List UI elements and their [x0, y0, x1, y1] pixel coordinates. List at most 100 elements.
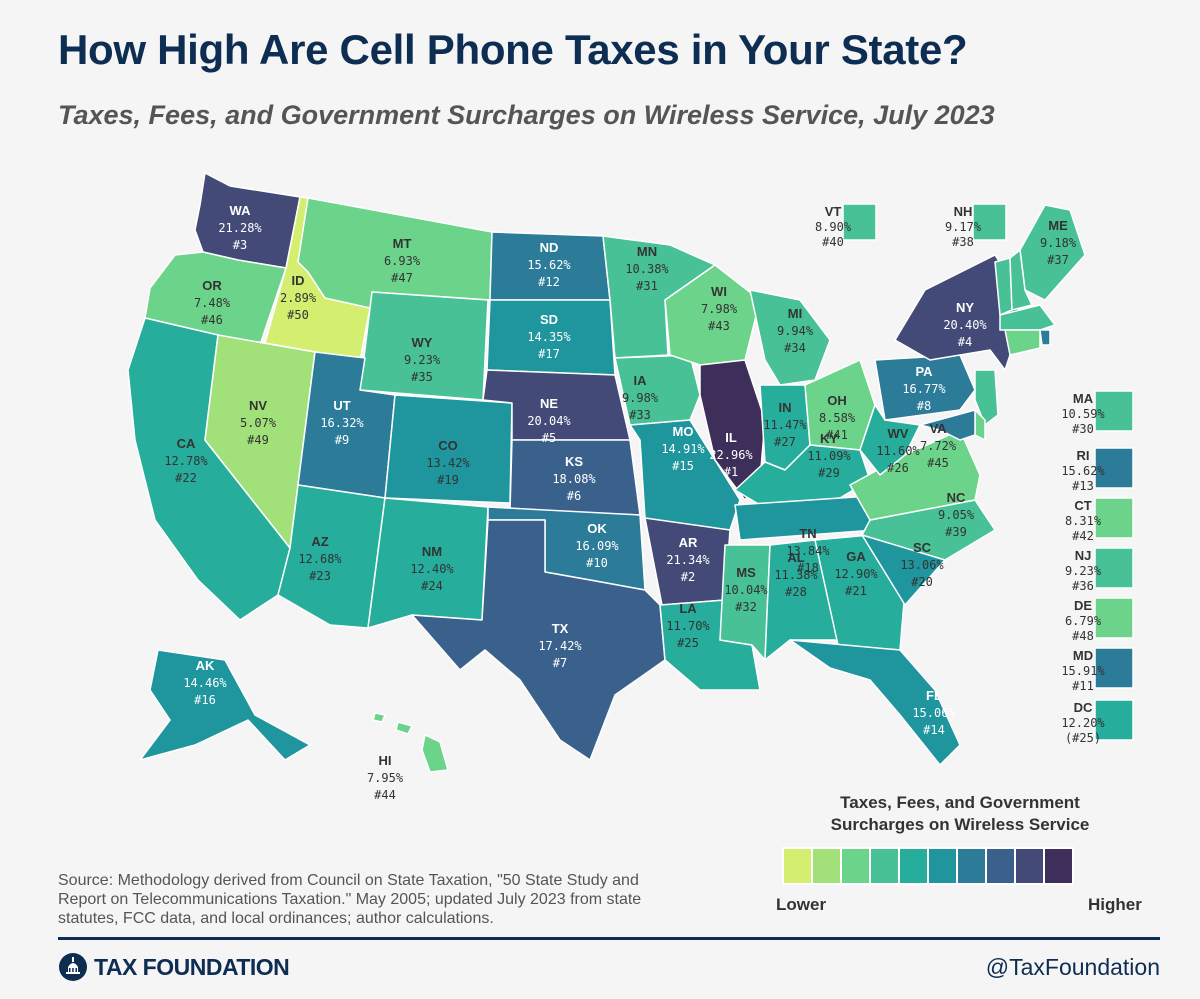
state-rank-nd: #12	[538, 275, 560, 289]
state-label-hi: HI	[379, 753, 392, 768]
state-rate-mt: 6.93%	[384, 254, 421, 268]
state-label-ky: KY	[820, 431, 838, 446]
inset-rank-vt: #40	[822, 235, 844, 249]
inset-box-md[interactable]	[1094, 647, 1134, 689]
state-tx[interactable]	[411, 519, 666, 761]
state-fl[interactable]	[789, 639, 961, 766]
state-nh[interactable]	[1009, 249, 1033, 311]
state-ma[interactable]	[999, 304, 1056, 331]
state-label-nc: NC	[947, 490, 966, 505]
inset-rate-dc: 12.20%	[1061, 716, 1105, 730]
state-rank-wa: #3	[233, 238, 247, 252]
state-label-tn: TN	[799, 526, 816, 541]
inset-label-ri: RI	[1077, 448, 1090, 463]
legend-swatch-5	[898, 847, 929, 885]
state-label-in: IN	[779, 400, 792, 415]
inset-box-nh[interactable]	[972, 203, 1007, 241]
state-rate-sd: 14.35%	[527, 330, 571, 344]
state-label-va: VA	[929, 421, 947, 436]
state-rank-mt: #47	[391, 271, 413, 285]
state-rate-sc: 13.06%	[900, 558, 944, 572]
legend-swatch-4	[869, 847, 900, 885]
state-label-la: LA	[679, 601, 697, 616]
inset-box-ct[interactable]	[1094, 497, 1134, 539]
state-rank-fl: #14	[923, 723, 945, 737]
state-rank-va: #45	[927, 456, 949, 470]
state-ia[interactable]	[614, 354, 701, 426]
inset-rate-nh: 9.17%	[945, 220, 982, 234]
state-rate-nv: 5.07%	[240, 416, 277, 430]
state-rate-la: 11.70%	[666, 619, 710, 633]
state-rate-nd: 15.62%	[527, 258, 571, 272]
inset-label-ct: CT	[1074, 498, 1091, 513]
footer-divider	[58, 937, 1160, 940]
state-rank-ar: #2	[681, 570, 695, 584]
state-mn[interactable]	[602, 235, 716, 359]
state-rank-mn: #31	[636, 279, 658, 293]
state-rank-ny: #4	[958, 335, 972, 349]
state-label-or: OR	[202, 278, 222, 293]
state-rate-or: 7.48%	[194, 296, 231, 310]
state-rate-ca: 12.78%	[164, 454, 208, 468]
inset-box-dc[interactable]	[1094, 699, 1134, 741]
state-rank-wv: #26	[887, 461, 909, 475]
state-rate-ok: 16.09%	[575, 539, 619, 553]
state-rate-tx: 17.42%	[538, 639, 582, 653]
state-label-tx: TX	[552, 621, 569, 636]
state-hi[interactable]	[372, 712, 449, 773]
legend-swatch-1	[782, 847, 813, 885]
state-label-mi: MI	[788, 306, 802, 321]
inset-rank-de: #48	[1072, 629, 1094, 643]
state-rank-ga: #21	[845, 584, 867, 598]
state-rank-sd: #17	[538, 347, 560, 361]
state-ak[interactable]	[139, 649, 311, 761]
inset-rate-de: 6.79%	[1065, 614, 1102, 628]
inset-box-de[interactable]	[1094, 597, 1134, 639]
inset-box-ma[interactable]	[1094, 390, 1134, 432]
state-label-wa: WA	[230, 203, 252, 218]
state-al[interactable]	[764, 539, 839, 661]
inset-rank-nj: #36	[1072, 579, 1094, 593]
twitter-handle[interactable]: @TaxFoundation	[985, 954, 1160, 980]
state-ct[interactable]	[1004, 329, 1041, 356]
state-label-ia: IA	[634, 373, 648, 388]
state-mt[interactable]	[297, 197, 493, 309]
inset-label-md: MD	[1073, 648, 1093, 663]
legend-swatch-8	[985, 847, 1016, 885]
legend-swatch-10	[1043, 847, 1074, 885]
inset-box-vt[interactable]	[842, 203, 877, 241]
legend-swatch-2	[811, 847, 842, 885]
inset-rank-dc: (#25)	[1065, 731, 1101, 745]
state-rate-al: 11.38%	[774, 568, 818, 582]
state-label-ut: UT	[333, 398, 350, 413]
state-label-al: AL	[787, 550, 804, 565]
inset-rank-nh: #38	[952, 235, 974, 249]
state-rate-mo: 14.91%	[661, 442, 705, 456]
legend-title-line2: Surcharges on Wireless Service	[830, 815, 1090, 834]
inset-rate-nj: 9.23%	[1065, 564, 1102, 578]
inset-rate-ct: 8.31%	[1065, 514, 1102, 528]
state-rate-mn: 10.38%	[625, 262, 669, 276]
state-ri[interactable]	[1039, 329, 1051, 346]
state-label-mo: MO	[673, 424, 694, 439]
state-label-me: ME	[1048, 218, 1068, 233]
legend-low-label: Lower	[776, 895, 827, 914]
legend-swatch-6	[927, 847, 958, 885]
state-rate-id: 2.89%	[280, 291, 317, 305]
state-rate-pa: 16.77%	[902, 382, 946, 396]
inset-box-ri[interactable]	[1094, 447, 1134, 489]
state-rate-hi: 7.95%	[367, 771, 404, 785]
state-rate-ia: 9.98%	[622, 391, 659, 405]
state-label-nd: ND	[540, 240, 559, 255]
inset-label-de: DE	[1074, 598, 1092, 613]
state-rate-in: 11.47%	[763, 418, 807, 432]
state-rate-ks: 18.08%	[552, 472, 596, 486]
inset-box-nj[interactable]	[1094, 547, 1134, 589]
state-nj[interactable]	[974, 369, 999, 426]
inset-rate-ri: 15.62%	[1061, 464, 1105, 478]
state-ms[interactable]	[719, 544, 771, 661]
state-md[interactable]	[919, 409, 976, 441]
state-rank-wy: #35	[411, 370, 433, 384]
state-rate-wi: 7.98%	[701, 302, 738, 316]
state-label-ok: OK	[587, 521, 607, 536]
